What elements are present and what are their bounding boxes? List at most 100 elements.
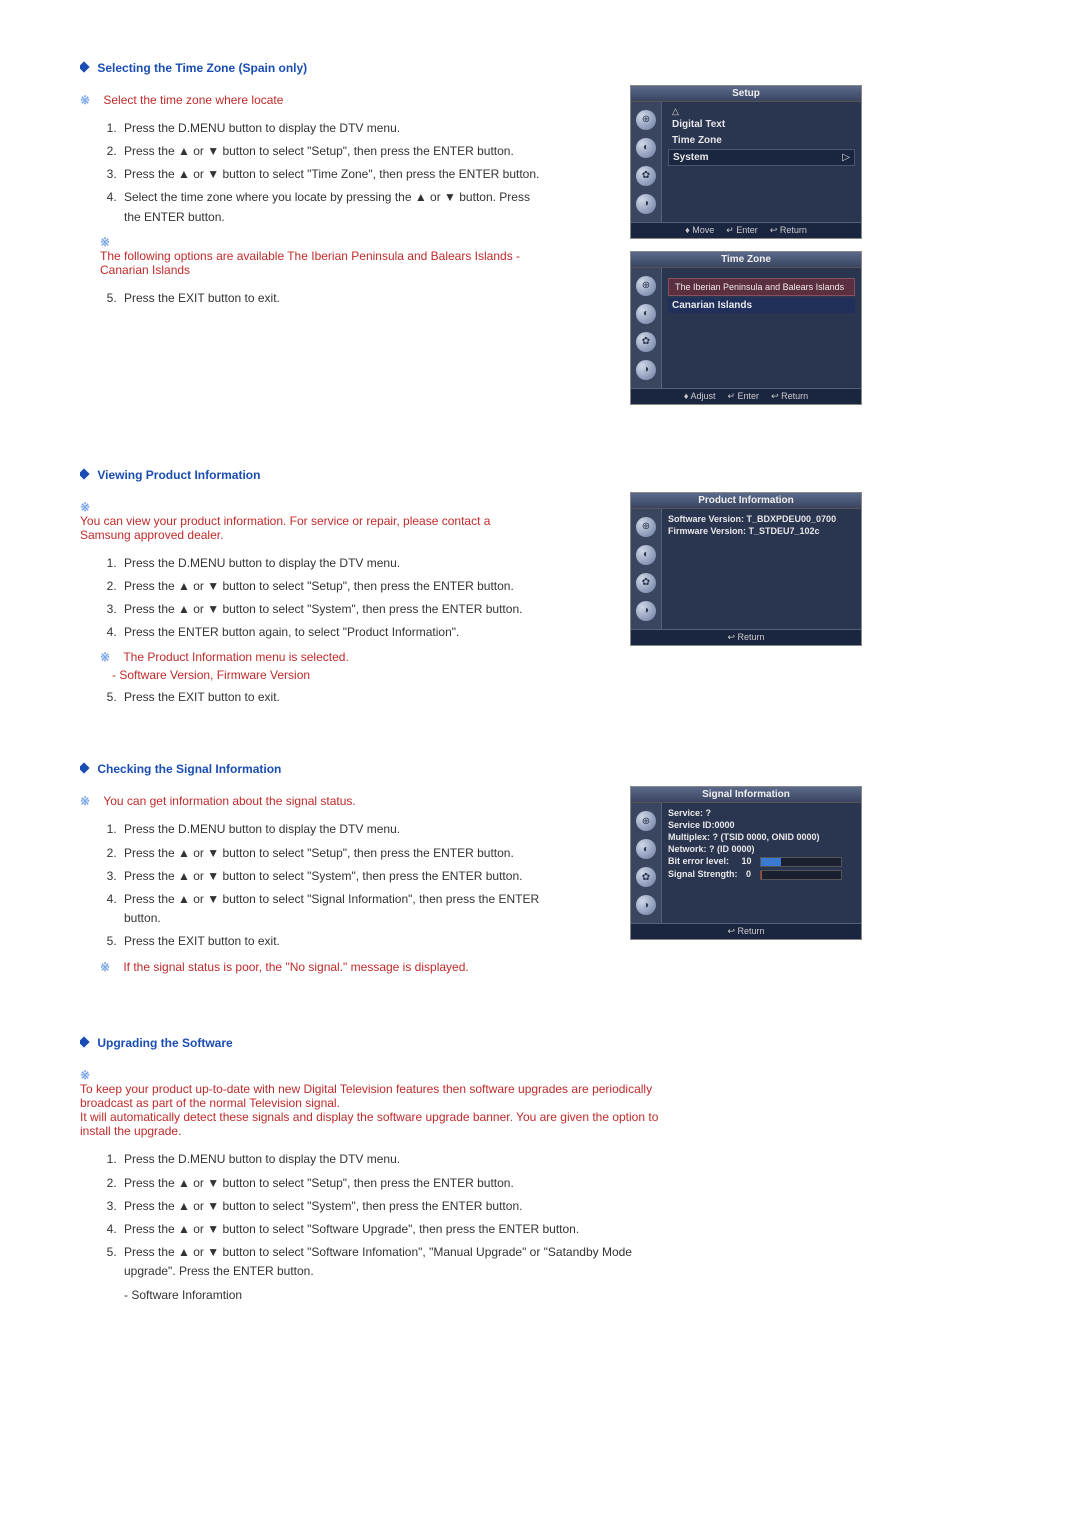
step-item: Press the D.MENU button to display the D… xyxy=(120,554,540,573)
intro-line2: It will automatically detect these signa… xyxy=(80,1110,658,1138)
signal-label: Signal Strength: xyxy=(668,869,738,879)
orb2-icon: ◑ xyxy=(636,194,656,214)
footer-return: ↩ Return xyxy=(727,632,764,643)
section-title-row: Viewing Product Information xyxy=(80,467,1000,482)
section-title-row: Selecting the Time Zone (Spain only) xyxy=(80,60,1000,75)
section-title: Viewing Product Information xyxy=(97,468,260,482)
step-item: Press the ▲ or ▼ button to select "Setup… xyxy=(120,1174,680,1193)
step-item: Select the time zone where you locate by… xyxy=(120,188,540,226)
osd-content: △ Digital Text Time Zone System ▷ xyxy=(662,102,861,222)
osd-row-selected: The Iberian Peninsula and Balears Island… xyxy=(668,278,855,296)
steps-list: Press the D.MENU button to display the D… xyxy=(80,1150,680,1281)
section-title-row: Checking the Signal Information xyxy=(80,762,1000,777)
note-mark-icon: ※ xyxy=(80,93,94,107)
steps-list-cont: Press the EXIT button to exit. xyxy=(80,688,540,707)
info-line: Software Version: T_BDXPDEU00_0700 xyxy=(668,513,855,525)
footer-adjust: ♦ Adjust xyxy=(684,391,716,402)
osd-panel: Product Information ⊕ ◐ ✿ ◑ Software Ver… xyxy=(630,492,862,646)
bar-fill xyxy=(761,871,763,879)
osd-title: Time Zone xyxy=(631,252,861,268)
info-line-signal: Signal Strength: 0 xyxy=(668,868,855,881)
step-item: Press the ▲ or ▼ button to select "Setup… xyxy=(120,142,540,161)
osd-icon-col: ⊕ ◐ ✿ ◑ xyxy=(631,803,662,923)
step-item: Press the ▲ or ▼ button to select "Syste… xyxy=(120,867,540,886)
trailing-note-text: If the signal status is poor, the "No si… xyxy=(123,960,468,974)
intro-note: ※ To keep your product up-to-date with n… xyxy=(80,1068,680,1138)
osd-footer: ♦ Adjust ↵ Enter ↩ Return xyxy=(631,388,861,404)
orb2-icon: ◑ xyxy=(636,895,656,915)
inline-note: ※ The Product Information menu is select… xyxy=(80,650,540,664)
osd-title: Product Information xyxy=(631,493,861,509)
section-title-row: Upgrading the Software xyxy=(80,1036,1000,1051)
orb-icon: ◐ xyxy=(636,304,656,324)
osd-title: Setup xyxy=(631,86,861,102)
note-mark-icon: ※ xyxy=(80,794,94,808)
steps-list: Press the D.MENU button to display the D… xyxy=(80,554,540,643)
step-item: Press the ▲ or ▼ button to select "Softw… xyxy=(120,1243,680,1281)
osd-panel: Signal Information ⊕ ◐ ✿ ◑ Service: ? Se… xyxy=(630,786,862,940)
globe-icon: ⊕ xyxy=(636,811,656,831)
inline-note: ※ The following options are available Th… xyxy=(80,235,540,277)
right-column: Setup ⊕ ◐ ✿ ◑ △ Digital Text Time Zone xyxy=(630,85,1000,417)
osd-icon-col: ⊕ ◐ ✿ ◑ xyxy=(631,268,662,388)
globe-icon: ⊕ xyxy=(636,276,656,296)
diamond-icon xyxy=(80,763,90,774)
right-column: Signal Information ⊕ ◐ ✿ ◑ Service: ? Se… xyxy=(630,786,1000,952)
sub-bullet: Software Inforamtion xyxy=(80,1286,680,1305)
bit-error-bar xyxy=(760,857,842,867)
osd-signal-wrap: Signal Information ⊕ ◐ ✿ ◑ Service: ? Se… xyxy=(630,786,1000,940)
footer-enter: ↵ Enter xyxy=(728,391,760,402)
intro-text: To keep your product up-to-date with new… xyxy=(80,1082,660,1138)
step-item: Press the ▲ or ▼ button to select "Syste… xyxy=(120,600,540,619)
step-item: Press the ▲ or ▼ button to select "Setup… xyxy=(120,844,540,863)
trailing-note: ※ If the signal status is poor, the "No … xyxy=(80,960,540,974)
section-product: Viewing Product Information ※ You can vi… xyxy=(80,467,1000,712)
footer-enter: ↵ Enter xyxy=(726,225,758,236)
section-title: Upgrading the Software xyxy=(97,1036,232,1050)
section-title: Checking the Signal Information xyxy=(97,762,281,776)
step-item: Press the D.MENU button to display the D… xyxy=(120,1150,680,1169)
osd-panel: Time Zone ⊕ ◐ ✿ ◑ The Iberian Peninsula … xyxy=(630,251,862,405)
left-column: ※ You can view your product information.… xyxy=(80,492,540,712)
left-column: ※ You can get information about the sign… xyxy=(80,786,540,985)
footer-move: ♦ Move xyxy=(685,225,714,236)
step-item: Press the ▲ or ▼ button to select "Syste… xyxy=(120,1197,680,1216)
inline-sub-note: - Software Version, Firmware Version xyxy=(80,668,540,682)
step-item: Press the EXIT button to exit. xyxy=(120,688,540,707)
steps-list: Press the D.MENU button to display the D… xyxy=(80,820,540,951)
osd-row: Time Zone xyxy=(668,133,855,148)
step-item: Press the ▲ or ▼ button to select "Signa… xyxy=(120,890,540,928)
info-line: Firmware Version: T_STDEU7_102c xyxy=(668,525,855,537)
orb2-icon: ◑ xyxy=(636,360,656,380)
intro-text: Select the time zone where locate xyxy=(103,93,283,107)
page-root: Selecting the Time Zone (Spain only) ※ S… xyxy=(0,0,1080,1415)
section-upgrade: Upgrading the Software ※ To keep your pr… xyxy=(80,1036,1000,1305)
intro-line1: To keep your product up-to-date with new… xyxy=(80,1082,652,1110)
gear-icon: ✿ xyxy=(636,332,656,352)
step-item: Press the ▲ or ▼ button to select "Softw… xyxy=(120,1220,680,1239)
section-timezone: Selecting the Time Zone (Spain only) ※ S… xyxy=(80,60,1000,417)
footer-return: ↩ Return xyxy=(771,391,808,402)
osd-body: ⊕ ◐ ✿ ◑ Software Version: T_BDXPDEU00_07… xyxy=(631,509,861,629)
osd-label: System xyxy=(673,152,709,163)
diamond-icon xyxy=(80,468,90,479)
osd-label: Digital Text xyxy=(672,119,725,130)
bit-error-value: 10 xyxy=(742,856,752,866)
intro-text: You can get information about the signal… xyxy=(103,794,355,808)
osd-label: Time Zone xyxy=(672,135,722,146)
step-item: Press the D.MENU button to display the D… xyxy=(120,119,540,138)
osd-content: Service: ? Service ID:0000 Multiplex: ? … xyxy=(662,803,861,923)
info-line: Service: ? xyxy=(668,807,855,819)
osd-row: Digital Text xyxy=(668,117,855,132)
note-mark-icon: ※ xyxy=(100,650,114,664)
orb-icon: ◐ xyxy=(636,839,656,859)
info-line-bit-error: Bit error level: 10 xyxy=(668,855,855,868)
bit-error-label: Bit error level: xyxy=(668,856,729,866)
osd-label: The Iberian Peninsula and Balears Island… xyxy=(675,282,844,292)
intro-note: ※ Select the time zone where locate xyxy=(80,93,540,107)
osd-row: Canarian Islands xyxy=(668,298,855,313)
osd-body: ⊕ ◐ ✿ ◑ △ Digital Text Time Zone System … xyxy=(631,102,861,222)
osd-content: The Iberian Peninsula and Balears Island… xyxy=(662,268,861,388)
step-item: Press the ▲ or ▼ button to select "Setup… xyxy=(120,577,540,596)
osd-icon-col: ⊕ ◐ ✿ ◑ xyxy=(631,102,662,222)
